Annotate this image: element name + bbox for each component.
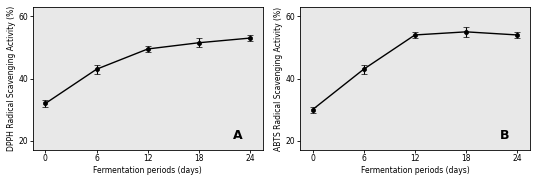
Y-axis label: DPPH Radical Scavenging Activity (%): DPPH Radical Scavenging Activity (%) (7, 6, 16, 151)
Text: A: A (233, 128, 243, 142)
X-axis label: Fermentation periods (days): Fermentation periods (days) (360, 166, 469, 175)
Text: B: B (500, 128, 510, 142)
X-axis label: Fermentation periods (days): Fermentation periods (days) (93, 166, 202, 175)
Y-axis label: ABTS Radical Scavenging Activity (%): ABTS Radical Scavenging Activity (%) (274, 7, 283, 151)
